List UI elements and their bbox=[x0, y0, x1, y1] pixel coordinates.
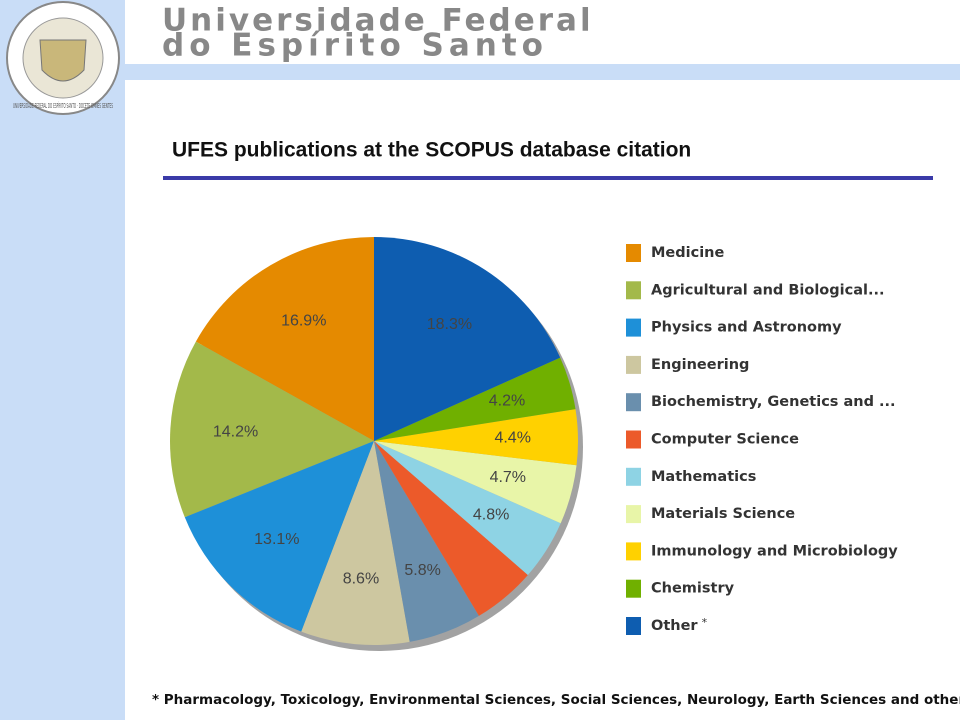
seal-text: UNIVERSIDADE FEDERAL DO ESPÍRITO SANTO ·… bbox=[13, 101, 113, 110]
legend-swatch bbox=[626, 542, 641, 561]
pie-slice bbox=[301, 441, 410, 646]
legend-label: Materials Science bbox=[651, 506, 795, 522]
pie-slice bbox=[374, 441, 577, 524]
legend-swatch bbox=[626, 505, 641, 524]
pie-slice bbox=[374, 441, 561, 575]
slice-label: 13.1% bbox=[254, 531, 299, 548]
pie-slice bbox=[374, 357, 576, 441]
pie-slice bbox=[374, 409, 578, 466]
slice-label: 18.3% bbox=[427, 316, 472, 333]
header-line2: do Espírito Santo bbox=[162, 28, 548, 64]
legend-label: Medicine bbox=[651, 245, 725, 261]
legend-label: Biochemistry, Genetics and ... bbox=[651, 394, 896, 410]
legend-label: Chemistry bbox=[651, 581, 735, 597]
legend-swatch bbox=[626, 579, 641, 598]
slice-label: 4.2% bbox=[489, 393, 525, 410]
pie-slice bbox=[184, 441, 374, 632]
header-line1: Universidade Federal bbox=[162, 3, 594, 39]
slice-label: 4.4% bbox=[494, 430, 530, 447]
legend-label: Physics and Astronomy bbox=[651, 320, 842, 336]
slice-label: 5.8% bbox=[404, 562, 440, 579]
seal-shield bbox=[39, 39, 87, 82]
legend-swatch bbox=[626, 617, 641, 635]
legend-swatch bbox=[626, 355, 641, 374]
legend-label: Engineering bbox=[651, 357, 749, 373]
chart-title: UFES publications at the SCOPUS database… bbox=[172, 139, 691, 162]
slice-label: 8.6% bbox=[343, 570, 379, 587]
pie-slice bbox=[374, 237, 561, 441]
sidebar bbox=[0, 0, 125, 720]
pie-slice bbox=[195, 237, 374, 441]
pie-slice bbox=[170, 341, 374, 518]
legend-label: Other bbox=[651, 618, 698, 634]
legend-swatch bbox=[626, 393, 641, 412]
slice-label: 4.7% bbox=[490, 469, 526, 486]
legend-label: Agricultural and Biological... bbox=[651, 282, 885, 298]
legend-label: Immunology and Microbiology bbox=[651, 543, 898, 559]
legend-marker: * bbox=[702, 616, 708, 629]
slice-label: 14.2% bbox=[213, 424, 258, 441]
legend-swatch bbox=[626, 318, 641, 337]
legend-swatch bbox=[626, 244, 641, 262]
legend-swatch bbox=[626, 430, 641, 449]
pie-slice bbox=[374, 441, 528, 616]
legend-swatch bbox=[626, 467, 641, 486]
slice-label: 16.9% bbox=[281, 313, 326, 330]
legend-label: Mathematics bbox=[651, 469, 756, 485]
slice-label: 4.8% bbox=[473, 507, 509, 524]
legend-swatch bbox=[626, 281, 641, 300]
legend-label: Computer Science bbox=[651, 432, 799, 448]
pie-slice bbox=[374, 441, 479, 642]
top-band bbox=[125, 64, 960, 80]
footnote: * Pharmacology, Toxicology, Environmenta… bbox=[152, 692, 960, 708]
